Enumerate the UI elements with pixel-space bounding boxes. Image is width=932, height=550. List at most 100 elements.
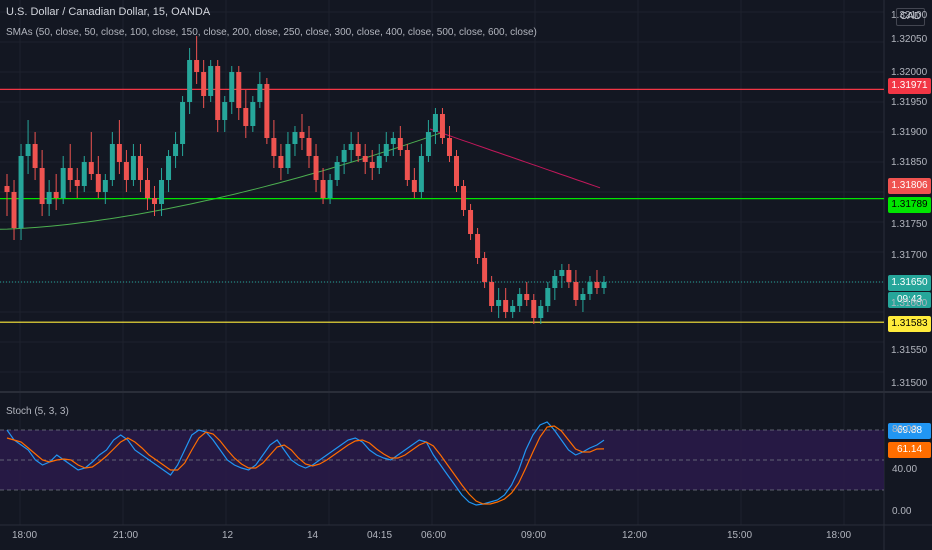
candle-body (482, 258, 488, 282)
candle-body (299, 132, 305, 138)
candle-body (348, 144, 354, 150)
sma-red-line (429, 128, 601, 189)
candle-body (587, 282, 593, 294)
candle-body (130, 156, 136, 180)
price-axis-tick: 1.31600 (891, 298, 928, 309)
candle-body (180, 102, 186, 144)
candle-body (439, 114, 445, 138)
candle-body (236, 72, 242, 108)
candle-body (137, 156, 143, 180)
price-axis-tick: 1.31950 (891, 97, 928, 108)
currency-button[interactable]: CAD (896, 8, 925, 26)
candle-body (496, 300, 502, 306)
candle-body (187, 60, 193, 102)
candle-body (559, 270, 565, 276)
candle-body (538, 306, 544, 318)
candle-body (320, 180, 326, 198)
candle-body (475, 234, 481, 258)
candle-body (411, 180, 417, 192)
candle-body (215, 66, 221, 120)
price-axis-tick: 1.32000 (891, 67, 928, 78)
time-axis-tick: 15:00 (727, 530, 753, 541)
price-axis-tick: 1.31850 (891, 157, 928, 168)
candle-body (531, 300, 537, 318)
candle-body (109, 144, 115, 180)
candle-body (383, 144, 389, 156)
stoch-indicator-legend[interactable]: Stoch (5, 3, 3) (6, 406, 69, 417)
candle-body (159, 180, 165, 204)
candle-body (95, 174, 101, 192)
price-axis-tick: 1.31750 (891, 219, 928, 230)
stoch-axis-tick: 40.00 (892, 464, 918, 475)
symbol-title[interactable]: U.S. Dollar / Canadian Dollar, 15, OANDA (6, 6, 211, 18)
candle-body (503, 300, 509, 312)
price-axis-tick: 1.31700 (891, 250, 928, 261)
candle-body (243, 108, 249, 126)
candle-body (313, 156, 319, 180)
candle-body (102, 180, 108, 192)
candle-body (229, 72, 235, 102)
candle-body (454, 156, 460, 186)
candle-body (123, 162, 129, 180)
time-axis-tick: 09:00 (521, 530, 547, 541)
candle-body (116, 144, 122, 162)
time-axis-tick: 04:15 (367, 530, 393, 541)
candle-body (362, 156, 368, 162)
candle-body (67, 168, 73, 180)
candle-body (425, 132, 431, 156)
candle-body (552, 276, 558, 288)
green-level-tag: 1.31789 (888, 197, 931, 213)
time-axis-tick: 12 (222, 530, 234, 541)
candle-body (545, 288, 551, 306)
time-axis-tick: 21:00 (113, 530, 139, 541)
candle-body (201, 72, 207, 96)
candle-body (25, 144, 31, 156)
sma-indicator-legend[interactable]: SMAs (50, close, 50, close, 100, close, … (6, 27, 537, 38)
candle-body (306, 138, 312, 156)
stoch-k-tag: 69.88 (888, 423, 931, 439)
candle-body (446, 138, 452, 156)
candle-body (278, 156, 284, 168)
candle-body (355, 144, 361, 156)
time-axis-tick: 06:00 (421, 530, 447, 541)
price-axis-tick: 1.32050 (891, 34, 928, 45)
candle-body (517, 294, 523, 306)
price-axis-tick: 1.31900 (891, 127, 928, 138)
candle-body (88, 162, 94, 174)
candle-body (594, 282, 600, 288)
stoch-d-tag: 61.14 (888, 442, 931, 458)
candle-body (194, 60, 200, 72)
candle-body (53, 192, 59, 198)
candle-body (524, 294, 530, 300)
time-axis-tick: 18:00 (826, 530, 852, 541)
yellow-level-tag: 1.31583 (888, 316, 931, 332)
candle-body (60, 168, 66, 198)
candle-body (166, 156, 172, 180)
stoch-axis-tick: 80.00 (892, 424, 918, 435)
last-price-tag: 1.31650 (888, 275, 931, 291)
candle-body (81, 162, 87, 186)
candle-body (369, 162, 375, 168)
time-axis-tick: 18:00 (12, 530, 38, 541)
candle-body (327, 180, 333, 198)
candle-body (601, 282, 607, 288)
candle-body (11, 192, 17, 228)
candle-body (341, 150, 347, 162)
candle-body (144, 180, 150, 198)
candle-body (580, 294, 586, 300)
candle-body (390, 138, 396, 144)
bar-countdown: 09:43 (888, 292, 931, 308)
price-axis-tick: 1.31550 (891, 345, 928, 356)
stoch-d-line (6, 425, 605, 505)
candle-body (292, 132, 298, 144)
candle-body (566, 270, 572, 282)
time-axis-tick: 14 (307, 530, 319, 541)
candle-body (271, 138, 277, 156)
candle-body (250, 102, 256, 126)
candle-body (46, 192, 52, 204)
candle-body (257, 84, 263, 102)
candle-body (74, 180, 80, 186)
stoch-k-line (6, 421, 605, 506)
red-level-tag: 1.31971 (888, 78, 931, 94)
